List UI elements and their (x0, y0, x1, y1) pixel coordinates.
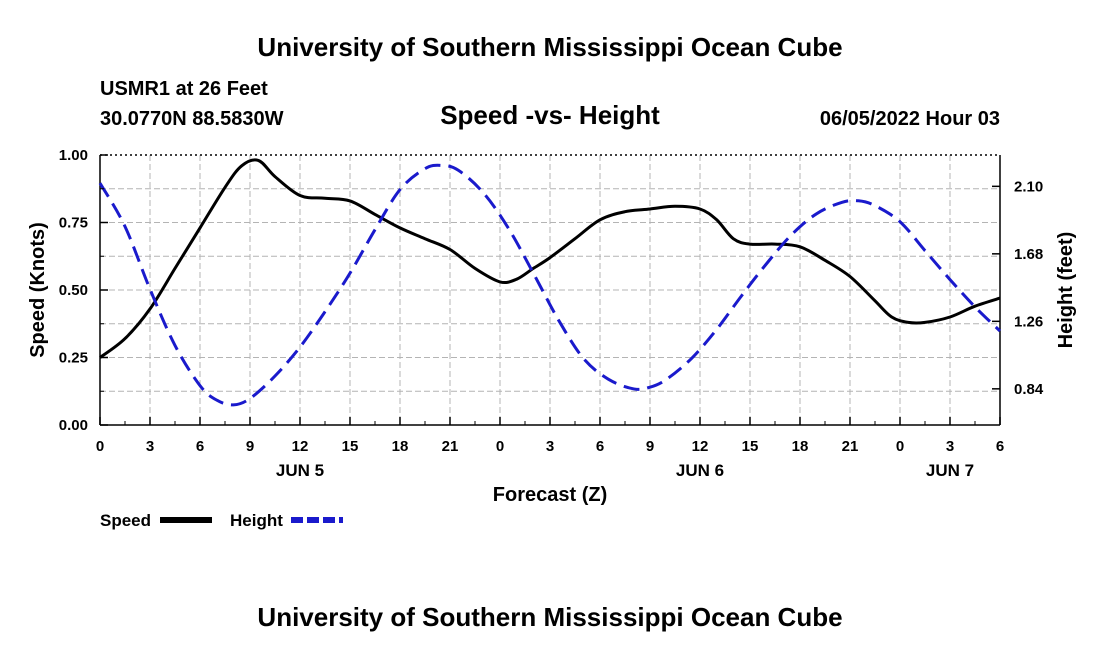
y-axis-label-right: Height (feet) (1055, 232, 1077, 349)
x-date-label: JUN 5 (276, 461, 324, 480)
left-tick-label: 0.00 (59, 417, 88, 434)
right-tick-label: 1.26 (1014, 313, 1043, 330)
left-tick-label: 0.25 (59, 350, 88, 367)
x-tick-label: 6 (996, 438, 1004, 455)
x-tick-label: 18 (392, 438, 409, 455)
x-date-label: JUN 6 (676, 461, 724, 480)
station-label: USMR1 at 26 Feet (100, 78, 268, 100)
x-date-label: JUN 7 (926, 461, 974, 480)
x-tick-label: 21 (842, 438, 859, 455)
x-tick-label: 18 (792, 438, 809, 455)
axis-ticks: 0 3 6 9 12 15 18 21 0 3 6 9 12 15 18 21 0 3 6 JUN 5 JUN 6 JUN… (59, 147, 1044, 480)
series-lines (98, 158, 1002, 407)
x-tick-label: 0 (496, 438, 504, 455)
left-tick-label: 0.50 (59, 282, 88, 299)
x-tick-label: 0 (896, 438, 904, 455)
header-title: University of Southern Mississippi Ocean… (257, 32, 842, 62)
x-tick-label: 3 (546, 438, 554, 455)
x-tick-label: 3 (946, 438, 954, 455)
x-tick-label: 21 (442, 438, 459, 455)
x-tick-label: 0 (96, 438, 104, 455)
x-axis-label: Forecast (Z) (493, 484, 607, 506)
right-tick-label: 1.68 (1014, 246, 1043, 263)
x-tick-label: 6 (596, 438, 604, 455)
right-tick-label: 2.10 (1014, 178, 1043, 195)
x-tick-label: 3 (146, 438, 154, 455)
legend-label-speed: Speed (100, 511, 151, 530)
left-tick-label: 0.75 (59, 215, 88, 232)
date-hour-label: 06/05/2022 Hour 03 (820, 108, 1000, 130)
footer-title: University of Southern Mississippi Ocean… (257, 602, 842, 632)
x-tick-label: 9 (246, 438, 254, 455)
x-tick-label: 15 (342, 438, 359, 455)
coordinates-label: 30.0770N 88.5830W (100, 108, 284, 130)
series-line-height (98, 163, 1002, 407)
x-tick-label: 12 (692, 438, 709, 455)
chart-title: Speed -vs- Height (440, 100, 660, 130)
x-tick-label: 9 (646, 438, 654, 455)
left-tick-label: 1.00 (59, 147, 88, 164)
legend: Speed Height (100, 511, 343, 530)
x-tick-label: 12 (292, 438, 309, 455)
series-line-speed (99, 158, 1001, 359)
legend-label-height: Height (230, 511, 283, 530)
grid-lines (100, 155, 1000, 425)
x-tick-label: 15 (742, 438, 759, 455)
y-axis-label-left: Speed (Knots) (27, 222, 49, 358)
x-tick-label: 6 (196, 438, 204, 455)
right-tick-label: 0.84 (1014, 381, 1044, 398)
